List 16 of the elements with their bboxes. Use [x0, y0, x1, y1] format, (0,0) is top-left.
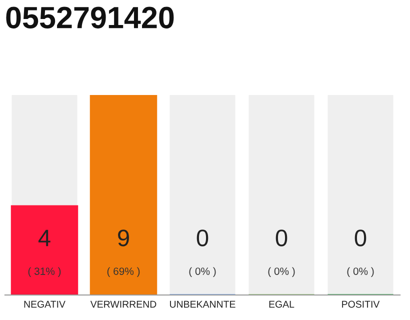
data-label: 4: [38, 230, 50, 246]
annotation: ( 0% ): [347, 267, 374, 277]
data-label: 0: [354, 230, 366, 246]
x-tick-label: EGAL: [269, 300, 294, 308]
x-tick-label: POSITIV: [342, 300, 380, 308]
x-tick-label: NEGATIV: [24, 300, 66, 308]
x-tick-label: VERWIRREND: [90, 300, 156, 308]
chart-title: 0552791420: [6, 6, 174, 28]
data-label: 9: [118, 230, 129, 246]
data-label: 0: [196, 230, 208, 246]
annotation: ( 69% ): [107, 267, 140, 277]
x-tick-label: UNBEKANNTE: [170, 300, 236, 308]
annotation: ( 0% ): [268, 267, 295, 277]
data-label: 0: [276, 230, 288, 246]
annotation: ( 31% ): [28, 267, 61, 277]
annotation: ( 0% ): [189, 267, 216, 277]
